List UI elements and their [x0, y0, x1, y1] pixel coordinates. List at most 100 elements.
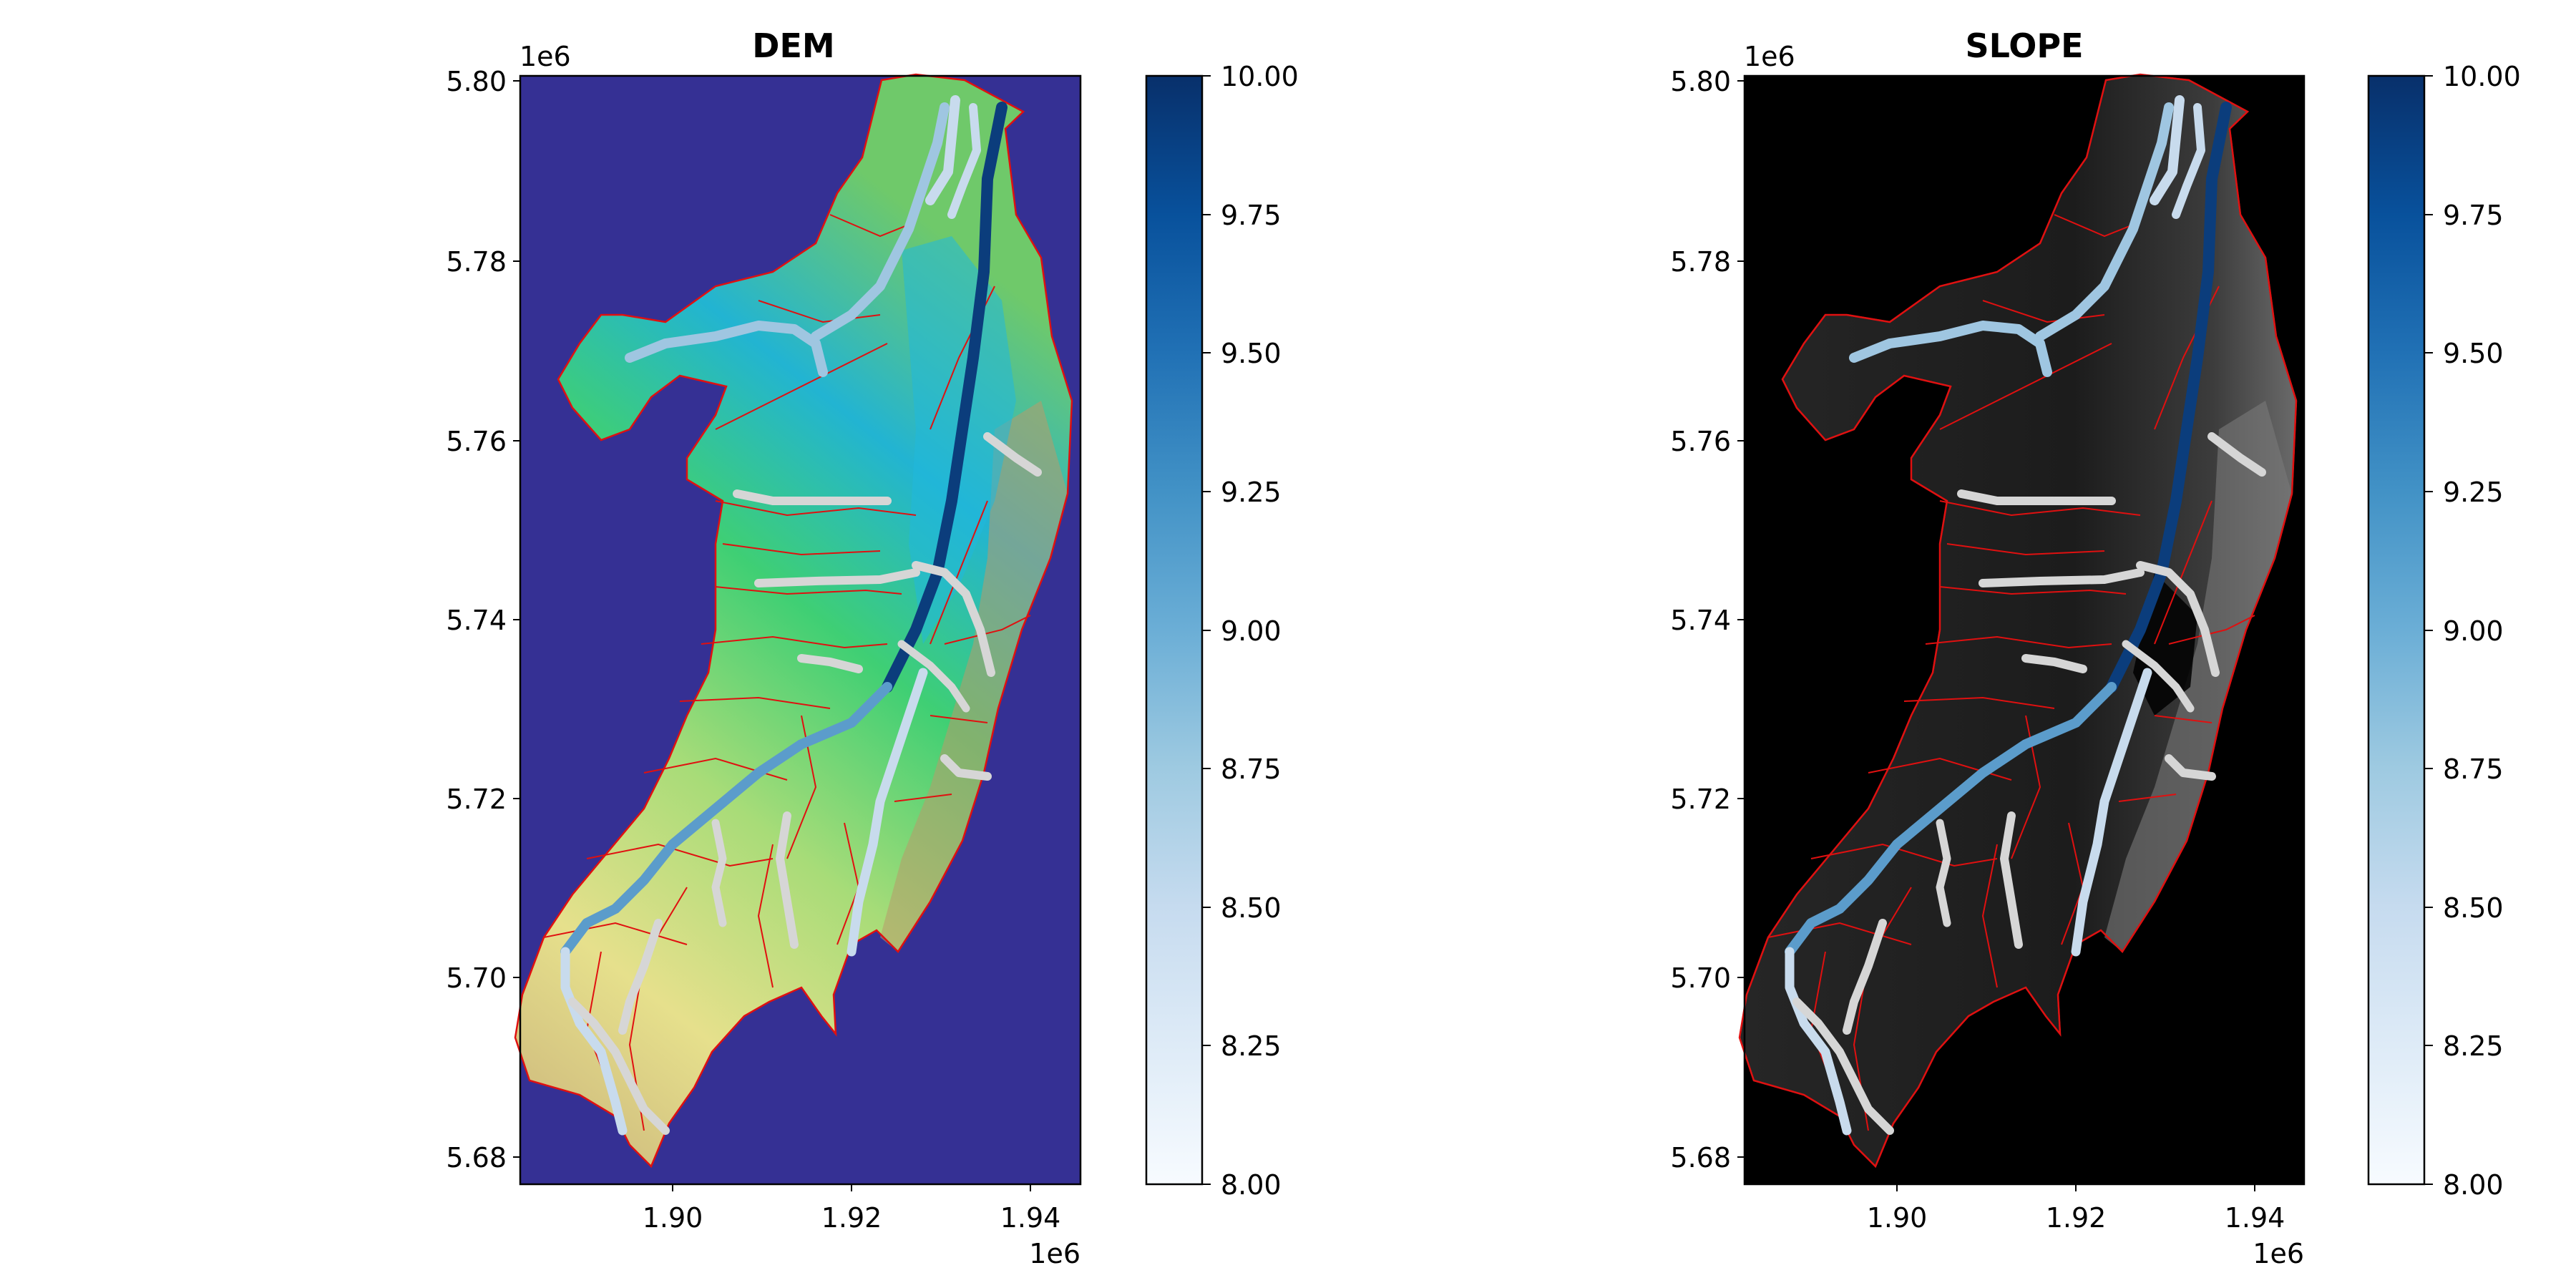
dem-river-trib-3: [912, 561, 995, 677]
dem-colorbar-tick-label: 9.75: [1221, 200, 1282, 231]
slope-panel: SLOPE 1e6: [1670, 26, 2520, 1269]
slope-y-offset-label: 1e6: [1744, 41, 1795, 72]
dem-river-north-branch-a: [925, 95, 960, 205]
slope-colorbar-tick-label: 8.50: [2443, 892, 2504, 924]
dem-colorbar-tick-label: 8.50: [1221, 892, 1282, 924]
slope-title: SLOPE: [1965, 26, 2083, 65]
slope-river-north-branch-b: [2172, 103, 2205, 219]
slope-river-trib-10: [1792, 997, 1894, 1135]
dem-x-tick-label: 1.90: [643, 1202, 703, 1234]
slope-colorbar-tick-label: 9.50: [2443, 338, 2504, 369]
slope-y-tick-label: 5.74: [1670, 605, 1731, 636]
dem-river-trib-9: [618, 919, 663, 1035]
slope-colorbar-tick-label: 9.00: [2443, 615, 2504, 647]
dem-colorbar: 10.00 9.75 9.50 9.25 9.00 8.75 8.50 8.25…: [1145, 61, 1299, 1201]
slope-y-tick-label: 5.80: [1670, 66, 1731, 97]
dem-river-trib-10: [568, 997, 670, 1135]
dem-x-offset-label: 1e6: [1029, 1238, 1080, 1269]
dem-colorbar-tick-label: 8.00: [1221, 1169, 1282, 1201]
slope-x-tick-label: 1.94: [2225, 1202, 2285, 1234]
dem-river-trib-6: [847, 668, 928, 957]
slope-river-main-middle: [1785, 682, 2117, 957]
dem-y-axis: [513, 80, 520, 1158]
slope-river-west-branch: [1849, 102, 2174, 377]
slope-river-trib-11: [1936, 819, 1951, 927]
dem-river-trib-2: [754, 568, 920, 587]
slope-river-trib-8: [2000, 811, 2023, 949]
dem-x-tick-labels: 1.90 1.92 1.94: [643, 1202, 1061, 1234]
dem-y-tick-label: 5.68: [446, 1142, 507, 1174]
dem-river-trib-4: [983, 432, 1042, 477]
dem-colorbar-tick-label: 9.50: [1221, 338, 1282, 369]
slope-colorbar-gradient: [2367, 74, 2426, 1186]
slope-river-trib-5: [2021, 654, 2087, 673]
slope-colorbar-tick-label: 9.25: [2443, 477, 2504, 508]
slope-river-main-upper: [2106, 102, 2232, 693]
slope-river-trib-2: [1979, 568, 2145, 587]
dem-river-north-branch-b: [947, 103, 981, 219]
dem-colorbar-tick-label: 8.25: [1221, 1030, 1282, 1062]
slope-colorbar-tick-label: 8.75: [2443, 753, 2504, 785]
dem-y-tick-labels: 5.80 5.78 5.76 5.74 5.72 5.70 5.68: [446, 66, 507, 1174]
dem-panel: DEM 1e6: [446, 26, 1298, 1269]
slope-x-tick-label: 1.92: [2046, 1202, 2107, 1234]
dem-river-trib-1: [733, 489, 892, 505]
slope-y-tick-label: 5.76: [1670, 426, 1731, 457]
dem-axes-frame: [519, 74, 1082, 1186]
dem-colorbar-tick-label: 9.25: [1221, 477, 1282, 508]
dem-river-trib-7: [940, 754, 992, 781]
slope-y-tick-label: 5.72: [1670, 784, 1731, 815]
dem-y-tick-label: 5.76: [446, 426, 507, 457]
dem-colorbar-tick-label: 10.00: [1221, 61, 1299, 92]
slope-steep-ridge: [2104, 401, 2292, 952]
dem-river-main-middle: [560, 682, 892, 957]
slope-river-network: [1785, 95, 2266, 1136]
slope-y-tick-labels: 5.80 5.78 5.76 5.74 5.72 5.70 5.68: [1670, 66, 1731, 1174]
slope-y-tick-label: 5.70: [1670, 962, 1731, 994]
slope-catchment: [1738, 73, 2298, 1168]
dem-y-tick-label: 5.70: [446, 962, 507, 994]
slope-x-offset-label: 1e6: [2253, 1238, 2304, 1269]
dem-river-trib-8: [776, 811, 799, 949]
slope-river-trib-1: [1957, 489, 2116, 505]
dem-river-network: [560, 95, 1042, 1136]
dem-y-offset-label: 1e6: [519, 41, 571, 72]
dem-river-trib-11: [711, 819, 727, 927]
slope-colorbar-tick-labels: 10.00 9.75 9.50 9.25 9.00 8.75 8.50 8.25…: [2443, 61, 2521, 1201]
slope-river-trib-7: [2165, 754, 2216, 781]
dem-y-tick-label: 5.78: [446, 246, 507, 278]
dem-river-trib-5: [797, 654, 863, 673]
slope-river-trib-4: [2207, 432, 2266, 477]
slope-river-trib-3: [2136, 561, 2220, 677]
dem-x-tick-label: 1.92: [821, 1202, 882, 1234]
slope-x-tick-label: 1.90: [1867, 1202, 1928, 1234]
dem-river-west-branch: [625, 102, 950, 377]
slope-colorbar-tick-label: 10.00: [2443, 61, 2521, 92]
slope-axes-frame: [1743, 74, 2306, 1186]
dem-y-tick-label: 5.74: [446, 605, 507, 636]
slope-river-trib-6: [2071, 668, 2152, 957]
dem-colorbar-tick-label: 9.00: [1221, 615, 1282, 647]
dem-river-main-upper: [882, 102, 1008, 693]
dem-y-tick-label: 5.72: [446, 784, 507, 815]
slope-y-tick-label: 5.68: [1670, 1142, 1731, 1174]
dem-x-tick-label: 1.94: [1000, 1202, 1061, 1234]
slope-river-main-lower: [1785, 947, 1852, 1136]
slope-colorbar-tick-label: 8.00: [2443, 1169, 2504, 1201]
slope-river-trib-9: [1843, 919, 1887, 1035]
slope-y-tick-label: 5.78: [1670, 246, 1731, 278]
slope-colorbar: 10.00 9.75 9.50 9.25 9.00 8.75 8.50 8.25…: [2367, 61, 2521, 1201]
dem-x-axis: [672, 1184, 1031, 1191]
dem-river-trib-12: [897, 640, 970, 713]
dem-colorbar-gradient: [1145, 74, 1204, 1186]
dem-title: DEM: [752, 26, 834, 65]
dem-y-tick-label: 5.80: [446, 66, 507, 97]
dem-colorbar-tick-labels: 10.00 9.75 9.50 9.25 9.00 8.75 8.50 8.25…: [1221, 61, 1299, 1201]
slope-river-north-branch-a: [2150, 95, 2185, 205]
dem-ridge-zone: [880, 401, 1068, 952]
slope-x-axis: [1896, 1184, 2255, 1191]
dem-colorbar-tick-label: 8.75: [1221, 753, 1282, 785]
dem-river-main-lower: [560, 947, 628, 1136]
slope-colorbar-tick-label: 8.25: [2443, 1030, 2504, 1062]
